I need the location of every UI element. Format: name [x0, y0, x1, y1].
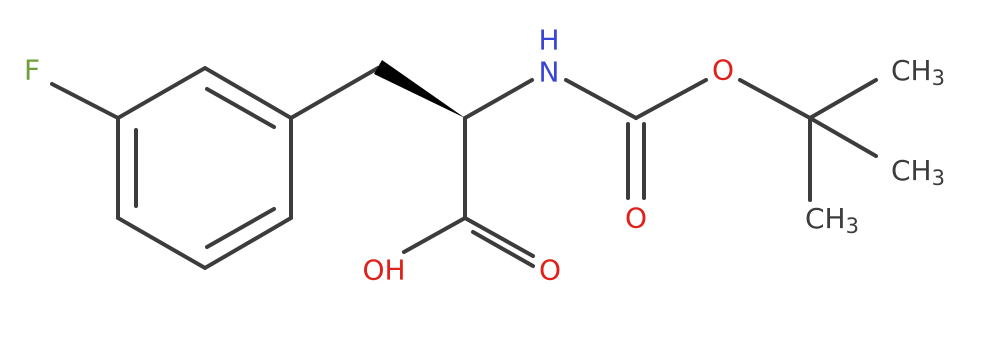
benzene-ring	[116, 65, 293, 271]
bonds	[50, 60, 878, 271]
bond	[808, 78, 878, 120]
bond	[463, 78, 534, 120]
bond	[50, 82, 120, 120]
bond	[634, 78, 708, 120]
atom-label: H	[538, 24, 559, 57]
bond	[564, 78, 638, 120]
methyl-main: CH	[891, 154, 932, 187]
wedge-bond	[374, 60, 465, 118]
atom-label: F	[24, 54, 40, 87]
methyl-main: CH	[891, 54, 932, 87]
atom-label: O	[539, 254, 561, 287]
atom-label: N	[539, 56, 560, 89]
bond	[289, 66, 380, 120]
methyl-label: CH3	[805, 202, 859, 239]
double-bond	[471, 230, 535, 268]
methyl-sub: 3	[932, 166, 945, 190]
bond	[402, 216, 467, 254]
atom-labels: F H N O O O OH CH3 CH3 CH3	[24, 24, 945, 287]
inner-bond	[205, 207, 276, 249]
methyl-label: CH3	[891, 154, 945, 191]
atom-label: OH	[362, 254, 405, 287]
bond	[808, 116, 878, 158]
bond	[738, 78, 812, 120]
inner-bond	[205, 87, 276, 129]
methyl-main: CH	[805, 202, 846, 235]
atom-label: O	[625, 202, 647, 235]
methyl-sub: 3	[846, 214, 859, 238]
double-bond	[463, 216, 535, 258]
atom-label: O	[712, 54, 734, 87]
methyl-sub: 3	[932, 66, 945, 90]
methyl-label: CH3	[891, 54, 945, 91]
